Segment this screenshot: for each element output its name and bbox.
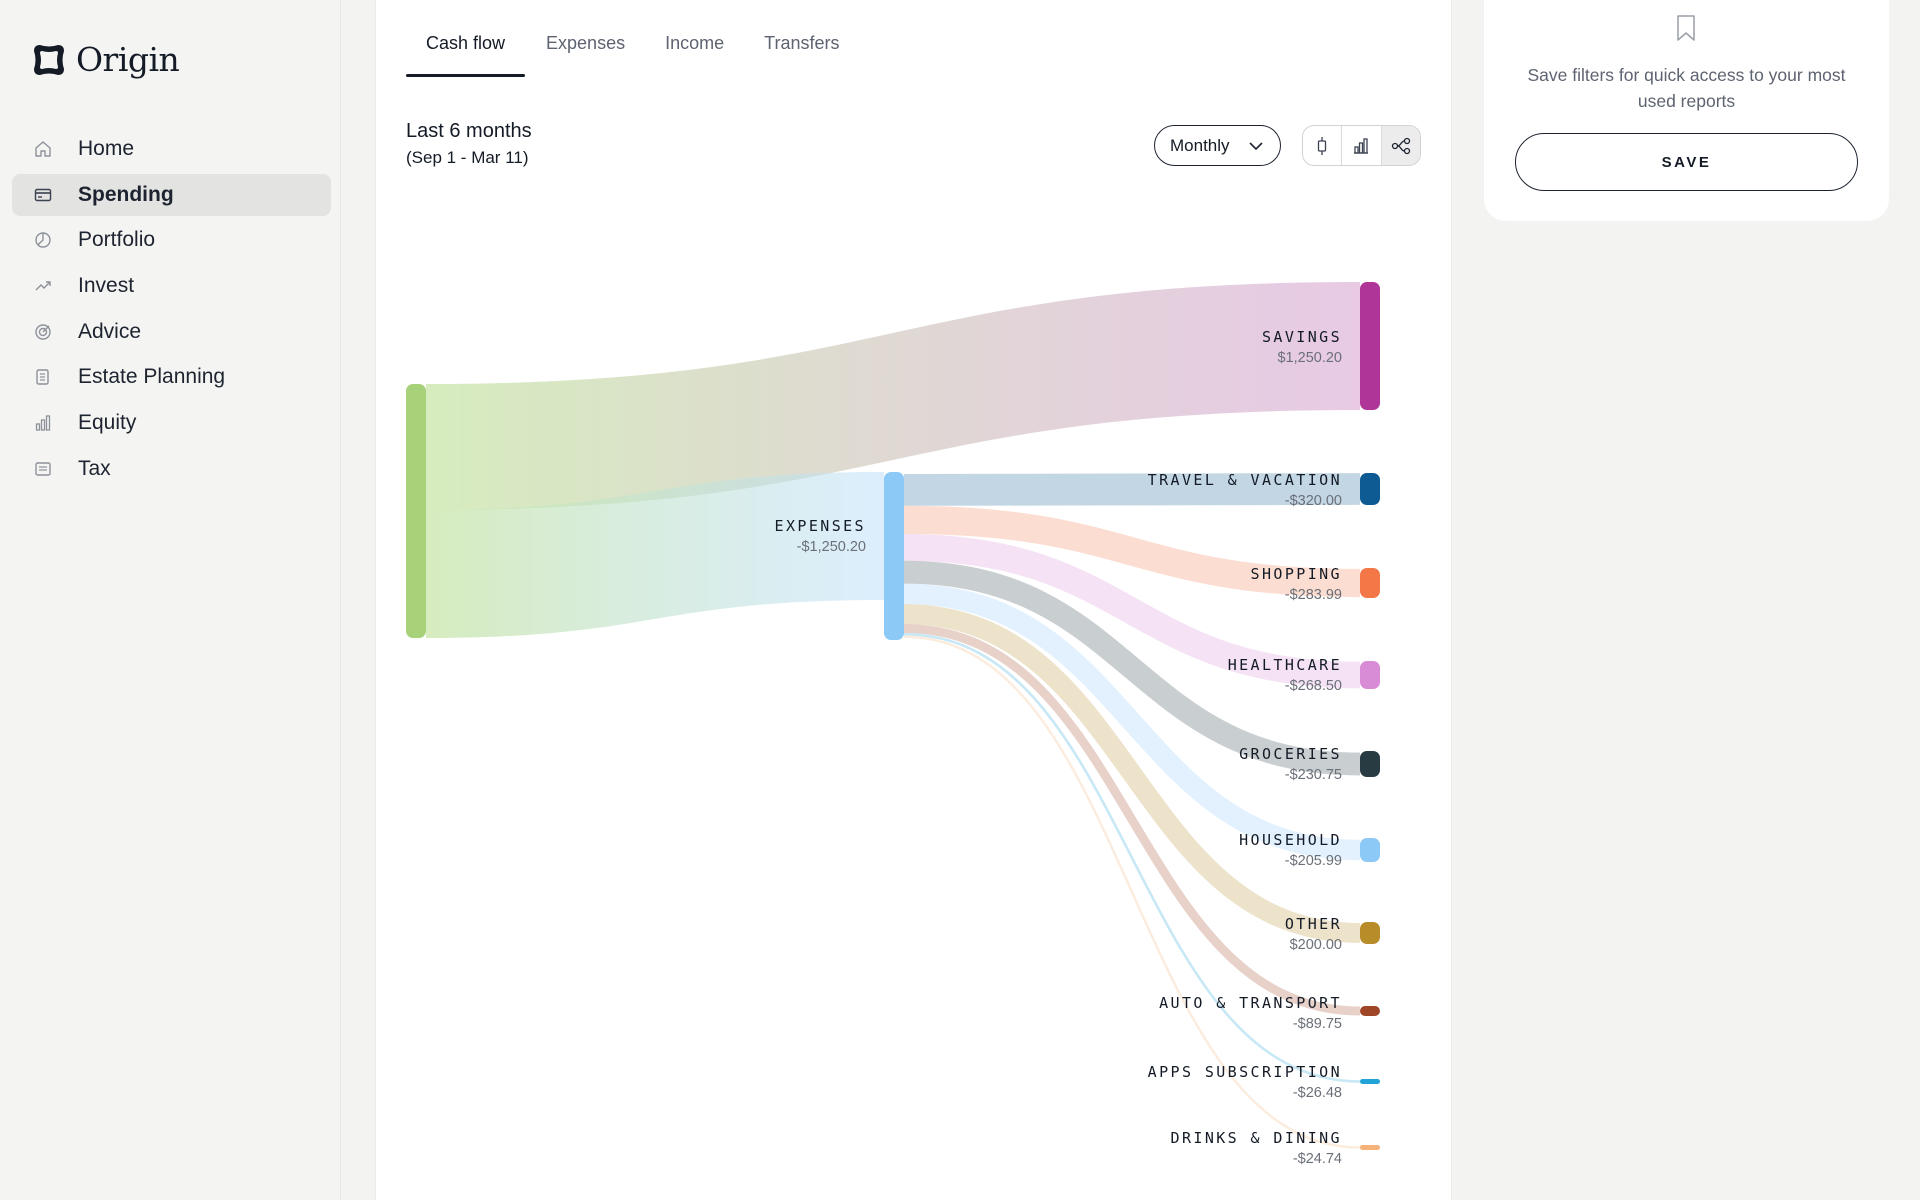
apps-label: APPS SUBSCRIPTION (1148, 1063, 1342, 1081)
auto-label: AUTO & TRANSPORT (1159, 994, 1342, 1012)
healthcare-value: -$268.50 (1285, 678, 1342, 694)
save-button[interactable]: SAVE (1515, 133, 1858, 191)
sidebar-item-advice[interactable]: Advice (12, 311, 331, 353)
groceries-value: -$230.75 (1285, 767, 1342, 783)
bookmark-icon (1677, 15, 1695, 41)
save-filters-card: Save filters for quick access to your mo… (1484, 0, 1889, 221)
report-tabs: Cash flow Expenses Income Transfers (406, 24, 859, 77)
cash-flow-sankey-chart: EXPENSES -$1,250.20 SAVINGS $1,250.20 TRAVEL… (406, 282, 1380, 1167)
sidebar-item-home[interactable]: Home (12, 128, 331, 170)
node-healthcare[interactable] (1360, 661, 1380, 689)
trend-icon (34, 277, 52, 295)
other-value: $200.00 (1290, 937, 1342, 953)
drinks-label: DRINKS & DINING (1171, 1129, 1342, 1147)
sidebar-item-tax[interactable]: Tax (12, 448, 331, 490)
node-savings[interactable] (1360, 282, 1380, 410)
node-expenses[interactable] (884, 472, 904, 640)
flow-expenses-auto (903, 623, 1361, 1016)
drinks-value: -$24.74 (1293, 1151, 1342, 1167)
save-filters-description: Save filters for quick access to your mo… (1527, 65, 1846, 111)
sidebar-item-estate-planning[interactable]: Estate Planning (12, 356, 331, 398)
brand-logo[interactable]: Origin (32, 40, 180, 79)
auto-value: -$89.75 (1293, 1016, 1342, 1032)
sankey-view-icon (1391, 137, 1410, 154)
brand-name: Origin (76, 40, 180, 79)
sidebar-item-spending[interactable]: Spending (12, 173, 331, 216)
tab-income[interactable]: Income (665, 33, 725, 53)
sankey-view-button[interactable] (1381, 126, 1420, 165)
expenses-label: EXPENSES (775, 517, 866, 535)
shopping-value: -$283.99 (1285, 587, 1342, 603)
target-icon (34, 323, 52, 341)
chevron-down-icon (1249, 142, 1263, 151)
period-range: (Sep 1 - Mar 11) (406, 148, 529, 167)
spending-main-panel: Cash flow Expenses Income Transfers Last… (375, 0, 1452, 1200)
household-value: -$205.99 (1285, 853, 1342, 869)
flow-expenses-apps (903, 632, 1361, 1083)
frequency-select[interactable]: Monthly (1154, 125, 1281, 166)
flow-expenses-travel (903, 473, 1361, 506)
shopping-label: SHOPPING (1251, 565, 1342, 583)
expenses-value: -$1,250.20 (797, 539, 866, 555)
origin-logo-icon (34, 44, 64, 75)
sidebar-item-label: Home (78, 137, 135, 160)
pie-icon (34, 231, 52, 249)
flow-expenses-groceries (903, 560, 1361, 776)
flow-expenses-household (903, 583, 1361, 861)
node-apps[interactable] (1360, 1079, 1380, 1084)
tab-expenses[interactable]: Expenses (546, 33, 626, 53)
tab-cash-flow[interactable]: Cash flow (406, 24, 526, 77)
node-household[interactable] (1360, 838, 1380, 862)
flow-income-expenses (426, 472, 884, 638)
sidebar-item-label: Spending (78, 182, 174, 206)
household-label: HOUSEHOLD (1239, 831, 1342, 849)
flow-expenses-drinks (903, 635, 1361, 1149)
column-view-icon (1318, 136, 1327, 155)
flow-expenses-other (903, 604, 1361, 943)
card-icon (34, 186, 52, 204)
sidebar-item-label: Estate Planning (78, 365, 226, 389)
node-shopping[interactable] (1360, 568, 1380, 598)
sidebar-item-label: Portfolio (78, 228, 156, 252)
home-icon (34, 140, 52, 158)
node-travel[interactable] (1360, 473, 1380, 505)
apps-value: -$26.48 (1293, 1085, 1342, 1101)
node-drinks[interactable] (1360, 1145, 1380, 1150)
flow-expenses-shopping (903, 505, 1361, 598)
node-auto[interactable] (1360, 1006, 1380, 1016)
bar-view-button[interactable] (1342, 126, 1382, 165)
sidebar-item-label: Invest (78, 274, 135, 298)
travel-label: TRAVEL & VACATION (1148, 471, 1342, 489)
savings-label: SAVINGS (1262, 328, 1342, 346)
scroll-icon (34, 368, 52, 386)
bar-chart-icon (34, 414, 52, 432)
flow-expenses-healthcare (903, 534, 1361, 689)
frequency-value: Monthly (1170, 135, 1230, 155)
tab-transfers[interactable]: Transfers (764, 33, 840, 53)
other-label: OTHER (1285, 915, 1342, 933)
groceries-label: GROCERIES (1239, 745, 1342, 763)
savings-value: $1,250.20 (1277, 350, 1342, 366)
sidebar-item-equity[interactable]: Equity (12, 402, 331, 444)
bar-view-icon (1354, 137, 1369, 154)
node-groceries[interactable] (1360, 751, 1380, 777)
node-other[interactable] (1360, 922, 1380, 944)
receipt-icon (34, 460, 52, 478)
flow-income-savings (426, 282, 1360, 510)
travel-value: -$320.00 (1285, 493, 1342, 509)
sidebar-item-invest[interactable]: Invest (12, 265, 331, 307)
healthcare-label: HEALTHCARE (1228, 656, 1342, 674)
chart-view-toggle (1302, 125, 1421, 166)
column-view-button[interactable] (1303, 126, 1343, 165)
sidebar-item-label: Tax (78, 456, 111, 480)
node-income[interactable] (406, 384, 426, 638)
sidebar-item-label: Equity (78, 411, 137, 435)
sidebar-item-label: Advice (78, 319, 142, 343)
period-title: Last 6 months (406, 120, 532, 142)
sidebar-item-portfolio[interactable]: Portfolio (12, 219, 331, 261)
sidebar: Origin Home Spending Portfolio Invest (0, 0, 341, 1200)
sidebar-nav: Home Spending Portfolio Invest Advice (12, 128, 331, 494)
